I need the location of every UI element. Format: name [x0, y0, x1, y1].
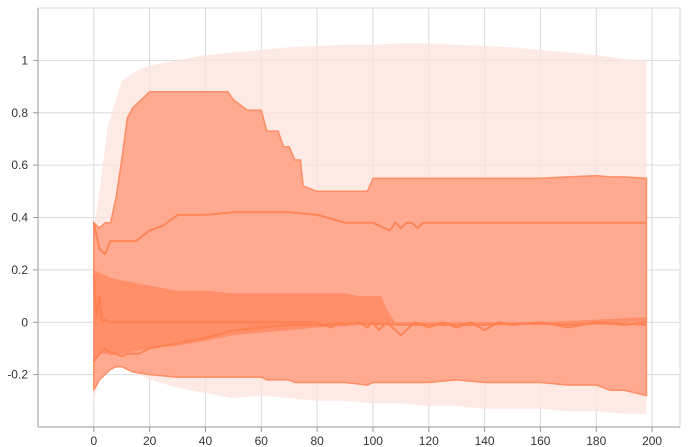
x-tick-label: 200	[642, 434, 662, 447]
y-tick-label: -0.2	[7, 368, 28, 382]
y-tick-label: 1	[21, 53, 28, 67]
x-tick-label: 160	[530, 434, 550, 447]
lower-quantile-line	[92, 322, 647, 363]
x-tick-label: 60	[255, 434, 269, 447]
inner-band	[93, 269, 647, 362]
x-tick-label: 180	[586, 434, 606, 447]
x-tick-label: 120	[419, 434, 439, 447]
y-tick-label: 0.6	[11, 158, 28, 172]
x-tick-label: 0	[90, 434, 97, 447]
y-tick-label: 0.8	[11, 106, 28, 120]
line-layer	[92, 211, 647, 363]
y-tick-label: 0.2	[11, 263, 28, 277]
tick-labels: 0 20 40 60 80 100 120 140 160 180 200 -0.2 0 0.2 0.4 0.…	[7, 53, 662, 447]
band-layer	[93, 43, 648, 414]
x-tick-label: 40	[199, 434, 213, 447]
upper-quantile-line	[92, 211, 647, 256]
x-tick-label: 20	[143, 434, 157, 447]
x-tick-label: 80	[310, 434, 324, 447]
x-tick-label: 100	[363, 434, 383, 447]
x-tick-label: 140	[475, 434, 495, 447]
y-tick-label: 0	[21, 315, 28, 329]
y-tick-label: 0.4	[11, 211, 28, 225]
axes	[33, 8, 680, 432]
